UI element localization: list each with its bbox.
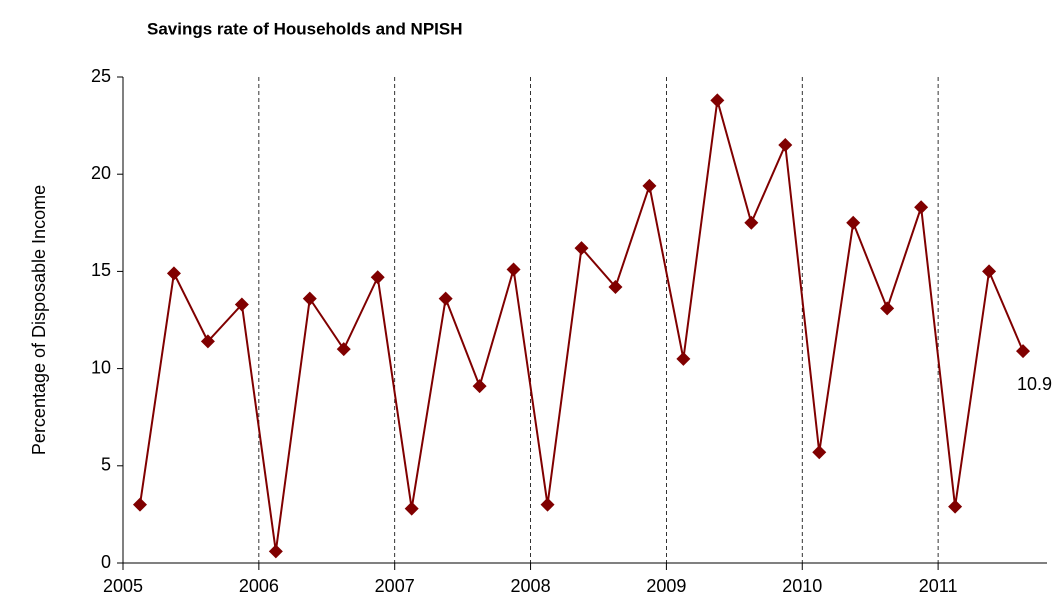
marker: [506, 262, 521, 277]
y-tick-label: 25: [91, 66, 111, 86]
marker: [846, 215, 861, 230]
marker: [676, 351, 691, 366]
x-tick-label: 2008: [511, 576, 551, 596]
marker: [778, 138, 793, 153]
marker: [914, 200, 929, 215]
marker: [336, 342, 351, 357]
data-label: 10.9: [1017, 374, 1052, 394]
marker: [268, 544, 283, 559]
marker: [744, 215, 759, 230]
line: [138, 100, 1024, 552]
x-tick-label: 2009: [646, 576, 686, 596]
marker: [880, 301, 895, 316]
marker: [234, 297, 249, 312]
y-tick-label: 10: [91, 357, 111, 377]
marker: [540, 497, 555, 512]
marker: [404, 501, 419, 516]
x-tick-label: 2007: [375, 576, 415, 596]
marker: [472, 379, 487, 394]
marker: [132, 497, 147, 512]
y-tick-label: 5: [101, 455, 111, 475]
marker: [574, 241, 589, 256]
y-tick-label: 0: [101, 552, 111, 572]
marker: [200, 334, 215, 349]
marker: [710, 93, 725, 108]
marker: [948, 499, 963, 514]
marker: [166, 266, 181, 281]
marker: [438, 291, 453, 306]
y-axis-label: Percentage of Disposable Income: [29, 185, 49, 455]
marker: [642, 178, 657, 193]
marker: [370, 270, 385, 285]
x-tick-label: 2005: [103, 576, 143, 596]
marker: [1016, 344, 1031, 359]
marker: [982, 264, 997, 279]
chart-title: Savings rate of Households and NPISH: [147, 19, 463, 38]
x-tick-label: 2006: [239, 576, 279, 596]
x-tick-label: 2010: [782, 576, 822, 596]
y-tick-label: 20: [91, 163, 111, 183]
y-tick-label: 15: [91, 260, 111, 280]
x-tick-label: 2011: [919, 576, 958, 596]
marker: [302, 291, 317, 306]
marker: [608, 279, 623, 294]
marker: [812, 445, 827, 460]
